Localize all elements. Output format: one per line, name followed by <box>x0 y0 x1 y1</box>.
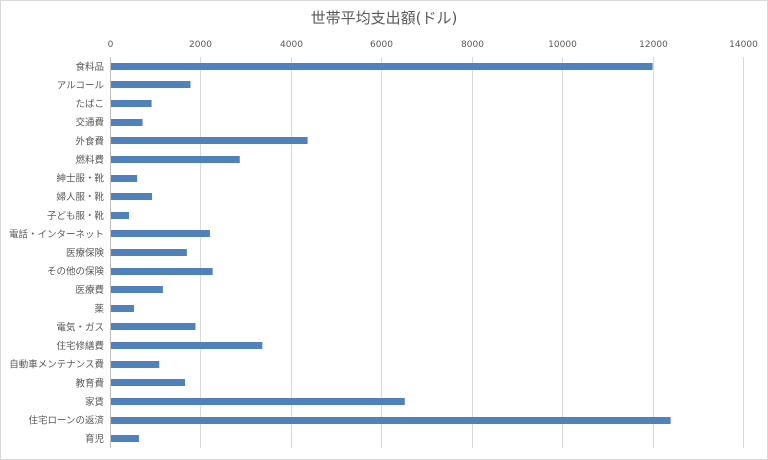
bar <box>111 156 240 163</box>
category-label: 電話・インターネット <box>9 228 104 240</box>
bar <box>111 417 671 424</box>
x-tick-label: 10000 <box>548 40 577 50</box>
bar <box>111 137 308 144</box>
chart-title: 世帯平均支出額(ドル) <box>310 9 458 27</box>
bar <box>111 249 187 256</box>
category-label: 外食費 <box>75 135 104 147</box>
category-label: 子ども服・靴 <box>47 210 105 222</box>
bar <box>111 379 186 386</box>
category-label: 育児 <box>85 433 105 445</box>
bar <box>111 305 134 312</box>
bar <box>111 81 191 88</box>
bar <box>111 212 129 219</box>
x-tick-label: 8000 <box>461 40 484 50</box>
bar <box>111 230 210 237</box>
bar <box>111 361 160 368</box>
x-tick-label: 4000 <box>280 40 303 50</box>
bar <box>111 175 138 182</box>
bar <box>111 119 143 126</box>
bar <box>111 63 653 70</box>
x-tick-label: 0 <box>108 40 114 50</box>
category-label: 教育費 <box>75 377 104 389</box>
category-label: その他の保険 <box>47 266 105 278</box>
category-label: 住宅ローンの返済 <box>28 415 104 427</box>
bar <box>111 435 139 442</box>
bar <box>111 286 163 293</box>
category-label: 医療費 <box>75 284 104 296</box>
category-label: アルコール <box>57 80 105 91</box>
category-label: たばこ <box>75 99 104 110</box>
bar <box>111 193 153 200</box>
bar <box>111 268 213 275</box>
x-tick-label: 14000 <box>729 40 758 50</box>
category-label: 食料品 <box>75 61 104 73</box>
x-tick-label: 12000 <box>639 40 668 50</box>
category-label: 婦人服・靴 <box>56 191 104 203</box>
category-label: 医療保険 <box>66 247 105 259</box>
x-tick-label: 6000 <box>370 40 393 50</box>
bar <box>111 100 152 107</box>
category-label: 住宅修繕費 <box>56 340 104 352</box>
bar <box>111 323 196 330</box>
x-tick-label: 2000 <box>189 40 212 50</box>
category-label: 交通費 <box>75 117 104 129</box>
category-label: 電気・ガス <box>56 321 104 333</box>
category-label: 紳士服・靴 <box>56 173 104 185</box>
category-label: 自動車メンテナンス費 <box>9 359 104 371</box>
category-label: 家賃 <box>85 396 104 408</box>
category-label: 燃料費 <box>75 154 104 166</box>
category-label: 薬 <box>94 303 104 315</box>
bar <box>111 398 405 405</box>
bar <box>111 342 263 349</box>
